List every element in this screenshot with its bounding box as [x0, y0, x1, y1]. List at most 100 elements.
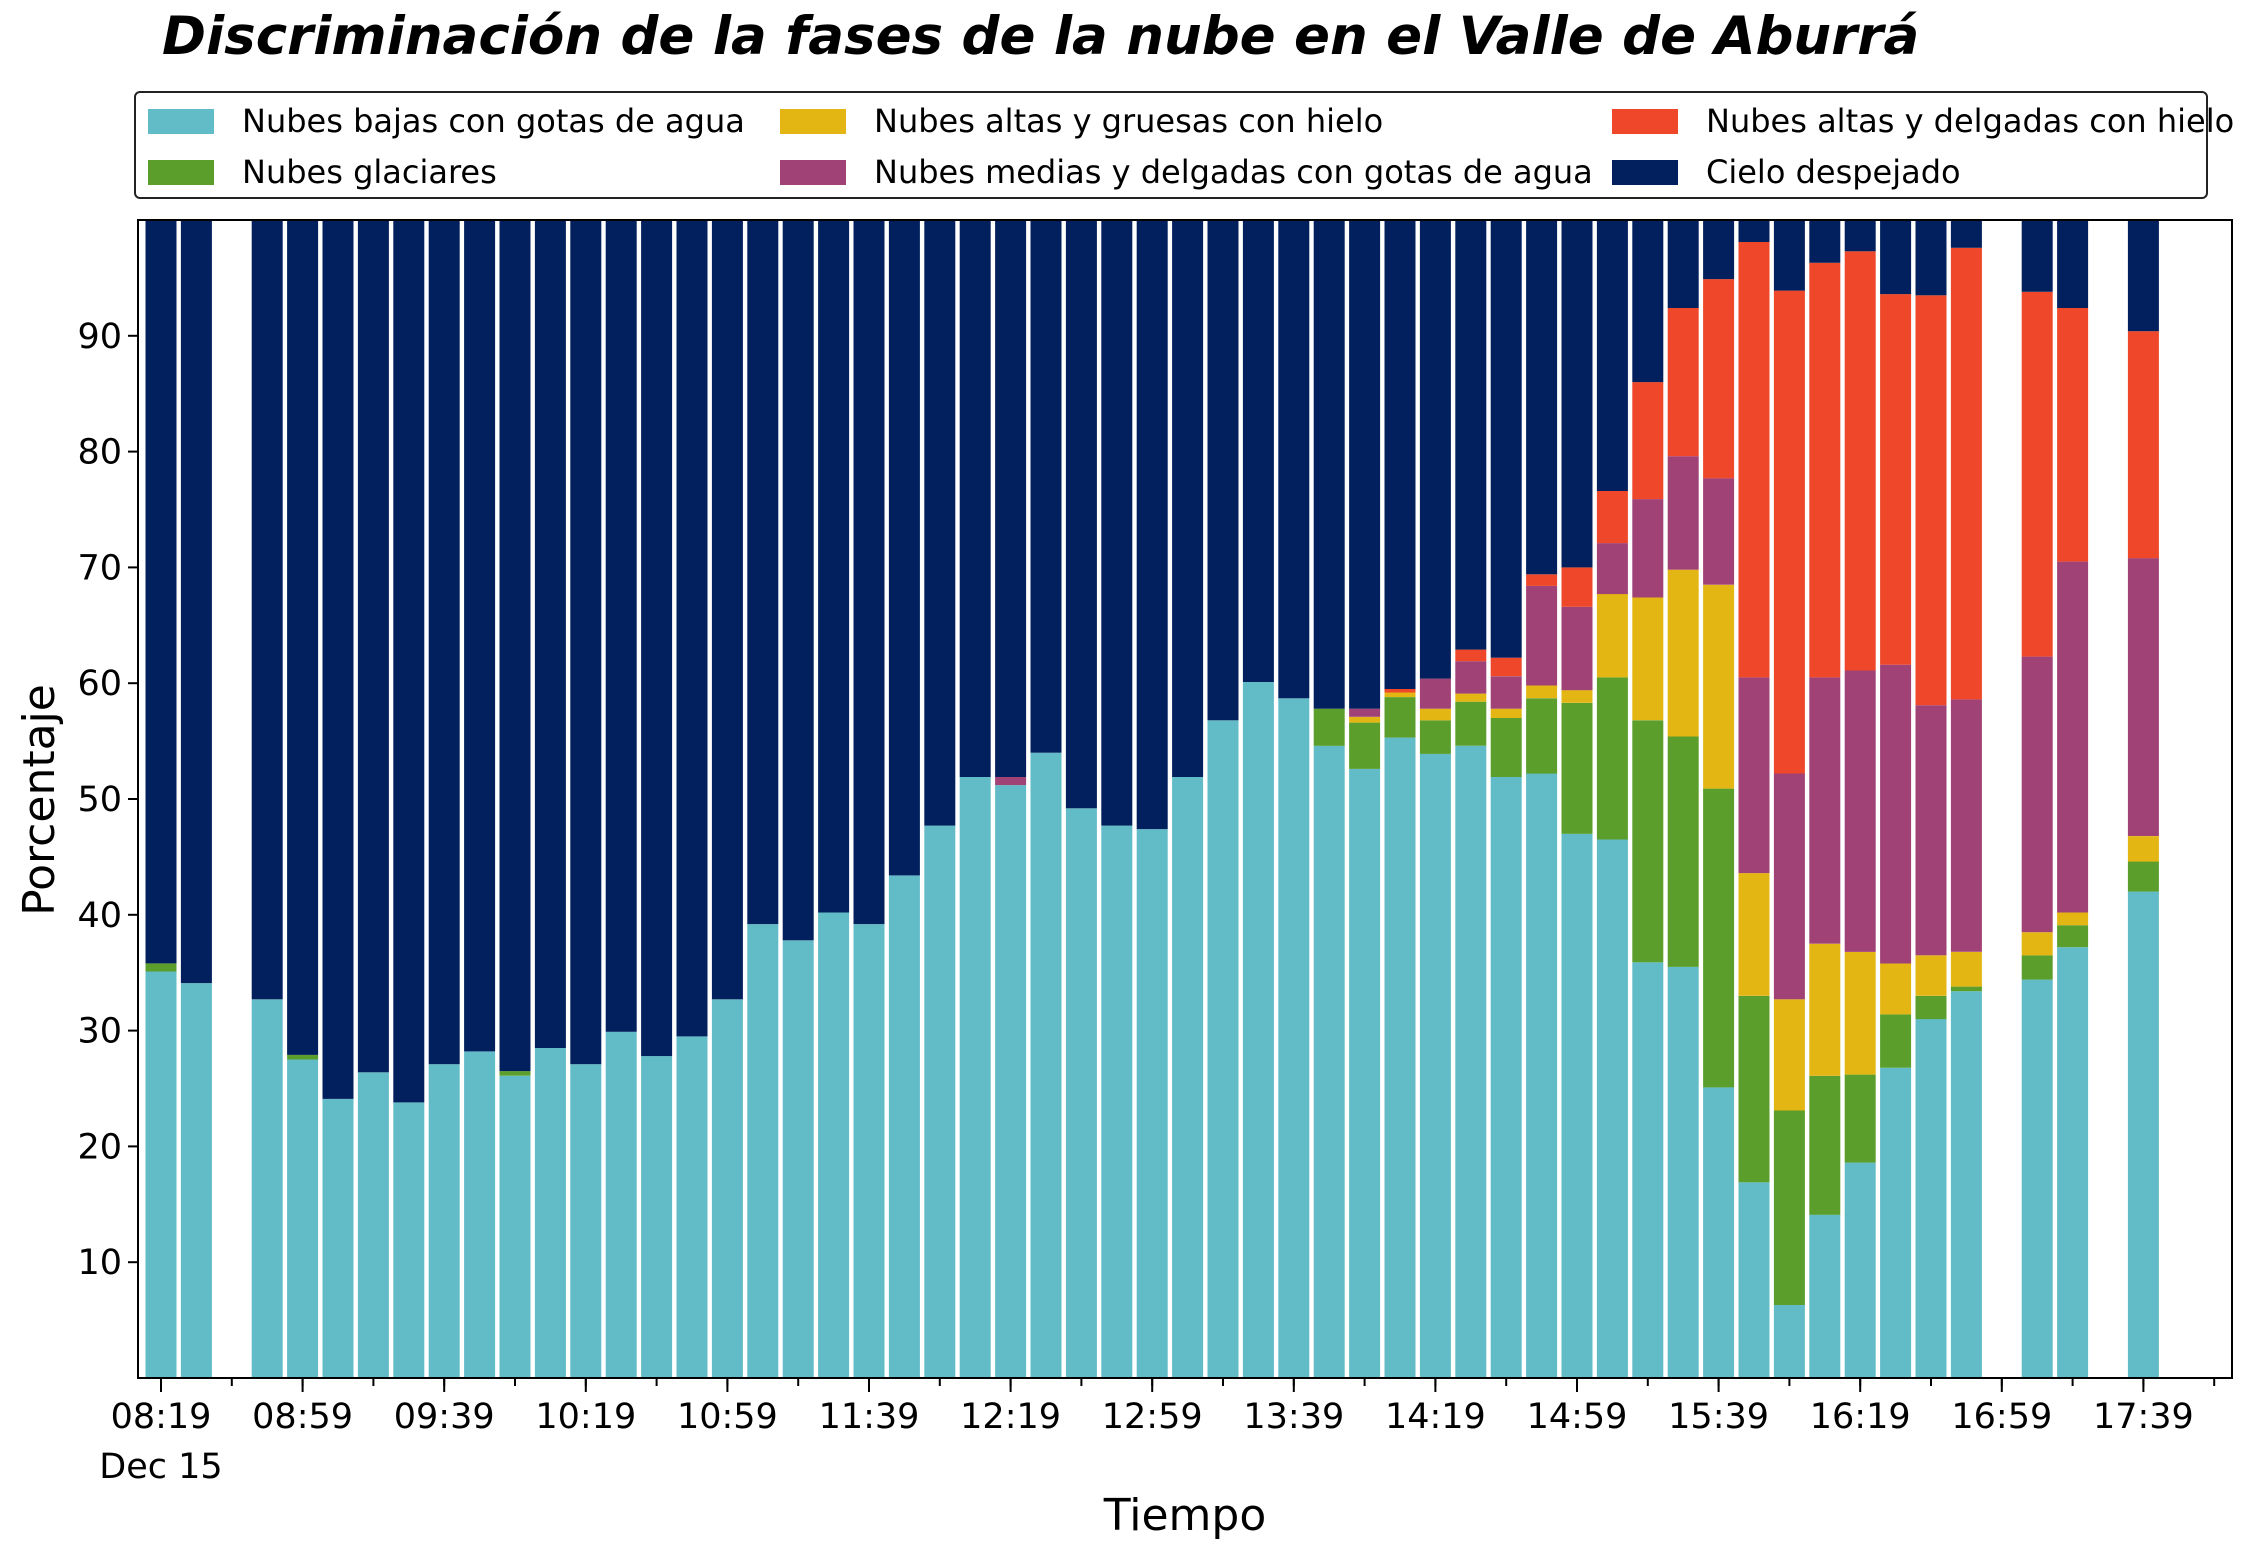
bar-segment [1950, 991, 1982, 1378]
bar-segment [1065, 220, 1097, 809]
bar-segment [1419, 678, 1451, 709]
bars-layer [145, 220, 2159, 1378]
bar-segment [1703, 788, 1735, 1088]
bar-segment [1349, 768, 1381, 1378]
bar-segment [1632, 499, 1664, 598]
y-tick-label: 70 [77, 548, 122, 588]
bar-segment [2127, 861, 2159, 892]
bar-segment [1490, 676, 1522, 709]
bar-segment [711, 220, 743, 1000]
x-tick-label: 09:39 [394, 1397, 495, 1437]
bar-segment [251, 999, 283, 1378]
bar-segment [1809, 677, 1841, 944]
bar-segment [428, 220, 460, 1065]
bar-segment [1738, 873, 1770, 996]
bar-segment [1809, 943, 1841, 1076]
bar-segment [1703, 279, 1735, 479]
bar-segment [1207, 720, 1239, 1378]
legend-swatch [148, 108, 214, 134]
bar-segment [1561, 606, 1593, 691]
bar-segment [1455, 661, 1487, 694]
y-tick-label: 10 [77, 1243, 122, 1283]
legend-item-clear-sky: Cielo despejado [1612, 152, 1961, 192]
bar-segment [180, 220, 212, 984]
legend-swatch [148, 159, 214, 185]
y-tick-label: 40 [77, 896, 122, 936]
bar-segment [1596, 491, 1628, 544]
bar-segment [1915, 220, 1947, 296]
bar-segment [1596, 839, 1628, 1378]
x-tick-label: 16:19 [1810, 1397, 1911, 1437]
bar-segment [1278, 220, 1310, 699]
bar-segment [747, 220, 779, 925]
bar-segment [1632, 597, 1664, 721]
bar-segment [1880, 963, 1912, 1015]
bar-segment [1561, 833, 1593, 1378]
bar-segment [1561, 702, 1593, 834]
bar-segment [782, 940, 814, 1378]
bar-segment [145, 220, 177, 964]
bar-segment [1632, 220, 1664, 383]
legend-item-high-thick-ice: Nubes altas y gruesas con hielo [780, 101, 1383, 141]
bar-segment [924, 825, 956, 1378]
bar-segment [711, 999, 743, 1378]
bar-segment [1915, 295, 1947, 706]
legend-swatch [780, 159, 846, 185]
bar-segment [1950, 986, 1982, 992]
bar-segment [1738, 242, 1770, 678]
bar-segment [1490, 220, 1522, 658]
bar-segment [287, 220, 319, 1055]
bar-segment [747, 924, 779, 1378]
bar-segment [1915, 995, 1947, 1020]
bar-segment [1773, 773, 1805, 1000]
bar-segment [1703, 478, 1735, 585]
bar-segment [1313, 708, 1345, 746]
x-tick-label: 12:59 [1102, 1397, 1203, 1437]
bar-segment [1950, 699, 1982, 952]
bar-segment [322, 1098, 354, 1378]
legend-item-low-water: Nubes bajas con gotas de agua [148, 101, 745, 141]
bar-segment [2057, 220, 2089, 308]
legend-swatch [1612, 108, 1678, 134]
legend-item-mid-thin-water: Nubes medias y delgadas con gotas de agu… [780, 152, 1593, 192]
y-tick-label: 30 [77, 1012, 122, 1052]
bar-segment [2057, 308, 2089, 562]
bar-segment [1880, 294, 1912, 665]
legend-label: Nubes altas y gruesas con hielo [874, 102, 1384, 140]
bar-segment [499, 220, 531, 1072]
bar-segment [1136, 829, 1168, 1378]
bar-segment [995, 220, 1027, 777]
bar-segment [2127, 331, 2159, 559]
bar-segment [1419, 708, 1451, 721]
bar-segment [1844, 1074, 1876, 1163]
bar-segment [570, 220, 602, 1065]
bar-segment [1313, 220, 1345, 709]
bar-segment [2021, 656, 2053, 933]
bar-segment [1561, 220, 1593, 568]
bar-segment [1667, 308, 1699, 457]
x-tick-label: 16:59 [1951, 1397, 2052, 1437]
bar-segment [995, 785, 1027, 1378]
bar-segment [357, 1072, 389, 1378]
bar-segment [1490, 777, 1522, 1378]
bar-segment [853, 924, 885, 1378]
bar-segment [1773, 999, 1805, 1111]
bar-segment [1526, 220, 1558, 575]
bar-segment [1596, 677, 1628, 840]
bar-segment [1880, 1014, 1912, 1068]
bar-segment [1561, 567, 1593, 607]
bar-segment [1667, 736, 1699, 967]
bar-segment [2127, 558, 2159, 836]
bar-segment [145, 971, 177, 1378]
bar-segment [499, 1071, 531, 1076]
x-tick-label: 14:59 [1527, 1397, 1628, 1437]
legend-label: Cielo despejado [1706, 153, 1961, 191]
bar-segment [1773, 290, 1805, 774]
bar-segment [959, 220, 991, 777]
x-tick-label: 17:39 [2093, 1397, 2194, 1437]
bar-segment [2021, 932, 2053, 956]
bar-segment [1030, 752, 1062, 1378]
bar-segment [1773, 1110, 1805, 1305]
x-tick-label: 08:59 [252, 1397, 353, 1437]
